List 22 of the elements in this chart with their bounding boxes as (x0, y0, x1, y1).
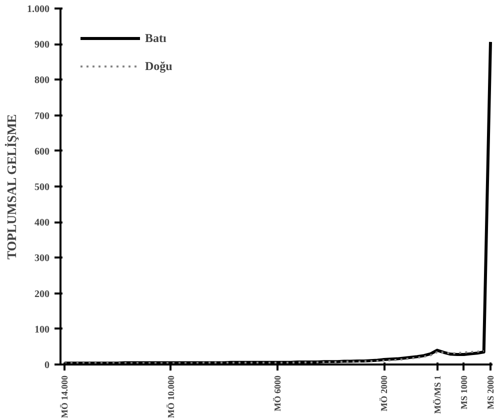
legend-label: Doğu (145, 58, 172, 74)
y-tick-label: 600 (34, 146, 50, 158)
y-tick-label: 0 (44, 360, 50, 371)
y-tick-label: 700 (34, 110, 50, 122)
legend-label: Batı (145, 30, 166, 46)
y-tick-label: 400 (34, 218, 50, 229)
line-series (63, 350, 485, 364)
y-tick-label: 200 (34, 288, 50, 300)
y-tick-label: 1.000 (27, 4, 50, 15)
y-tick-label: 100 (34, 324, 50, 336)
y-tick-label: 300 (34, 253, 50, 264)
y-tick-label: 900 (34, 40, 50, 51)
x-tick-label: MS 2000 (486, 375, 496, 410)
x-tick-label: MS 1000 (458, 375, 469, 410)
x-tick-label: MÖ/MS 1 (432, 375, 442, 414)
y-axis-title: TOPLUMSAL GELİŞME (4, 114, 19, 260)
y-tick-label: 800 (34, 75, 50, 86)
x-tick-label: MÖ 14.000 (59, 375, 70, 418)
x-tick-label: MÖ 2000 (379, 375, 389, 412)
y-tick-label: 500 (34, 182, 50, 193)
x-tick-label: MÖ 10.000 (166, 375, 176, 418)
x-tick-label: MÖ 6000 (272, 375, 282, 412)
